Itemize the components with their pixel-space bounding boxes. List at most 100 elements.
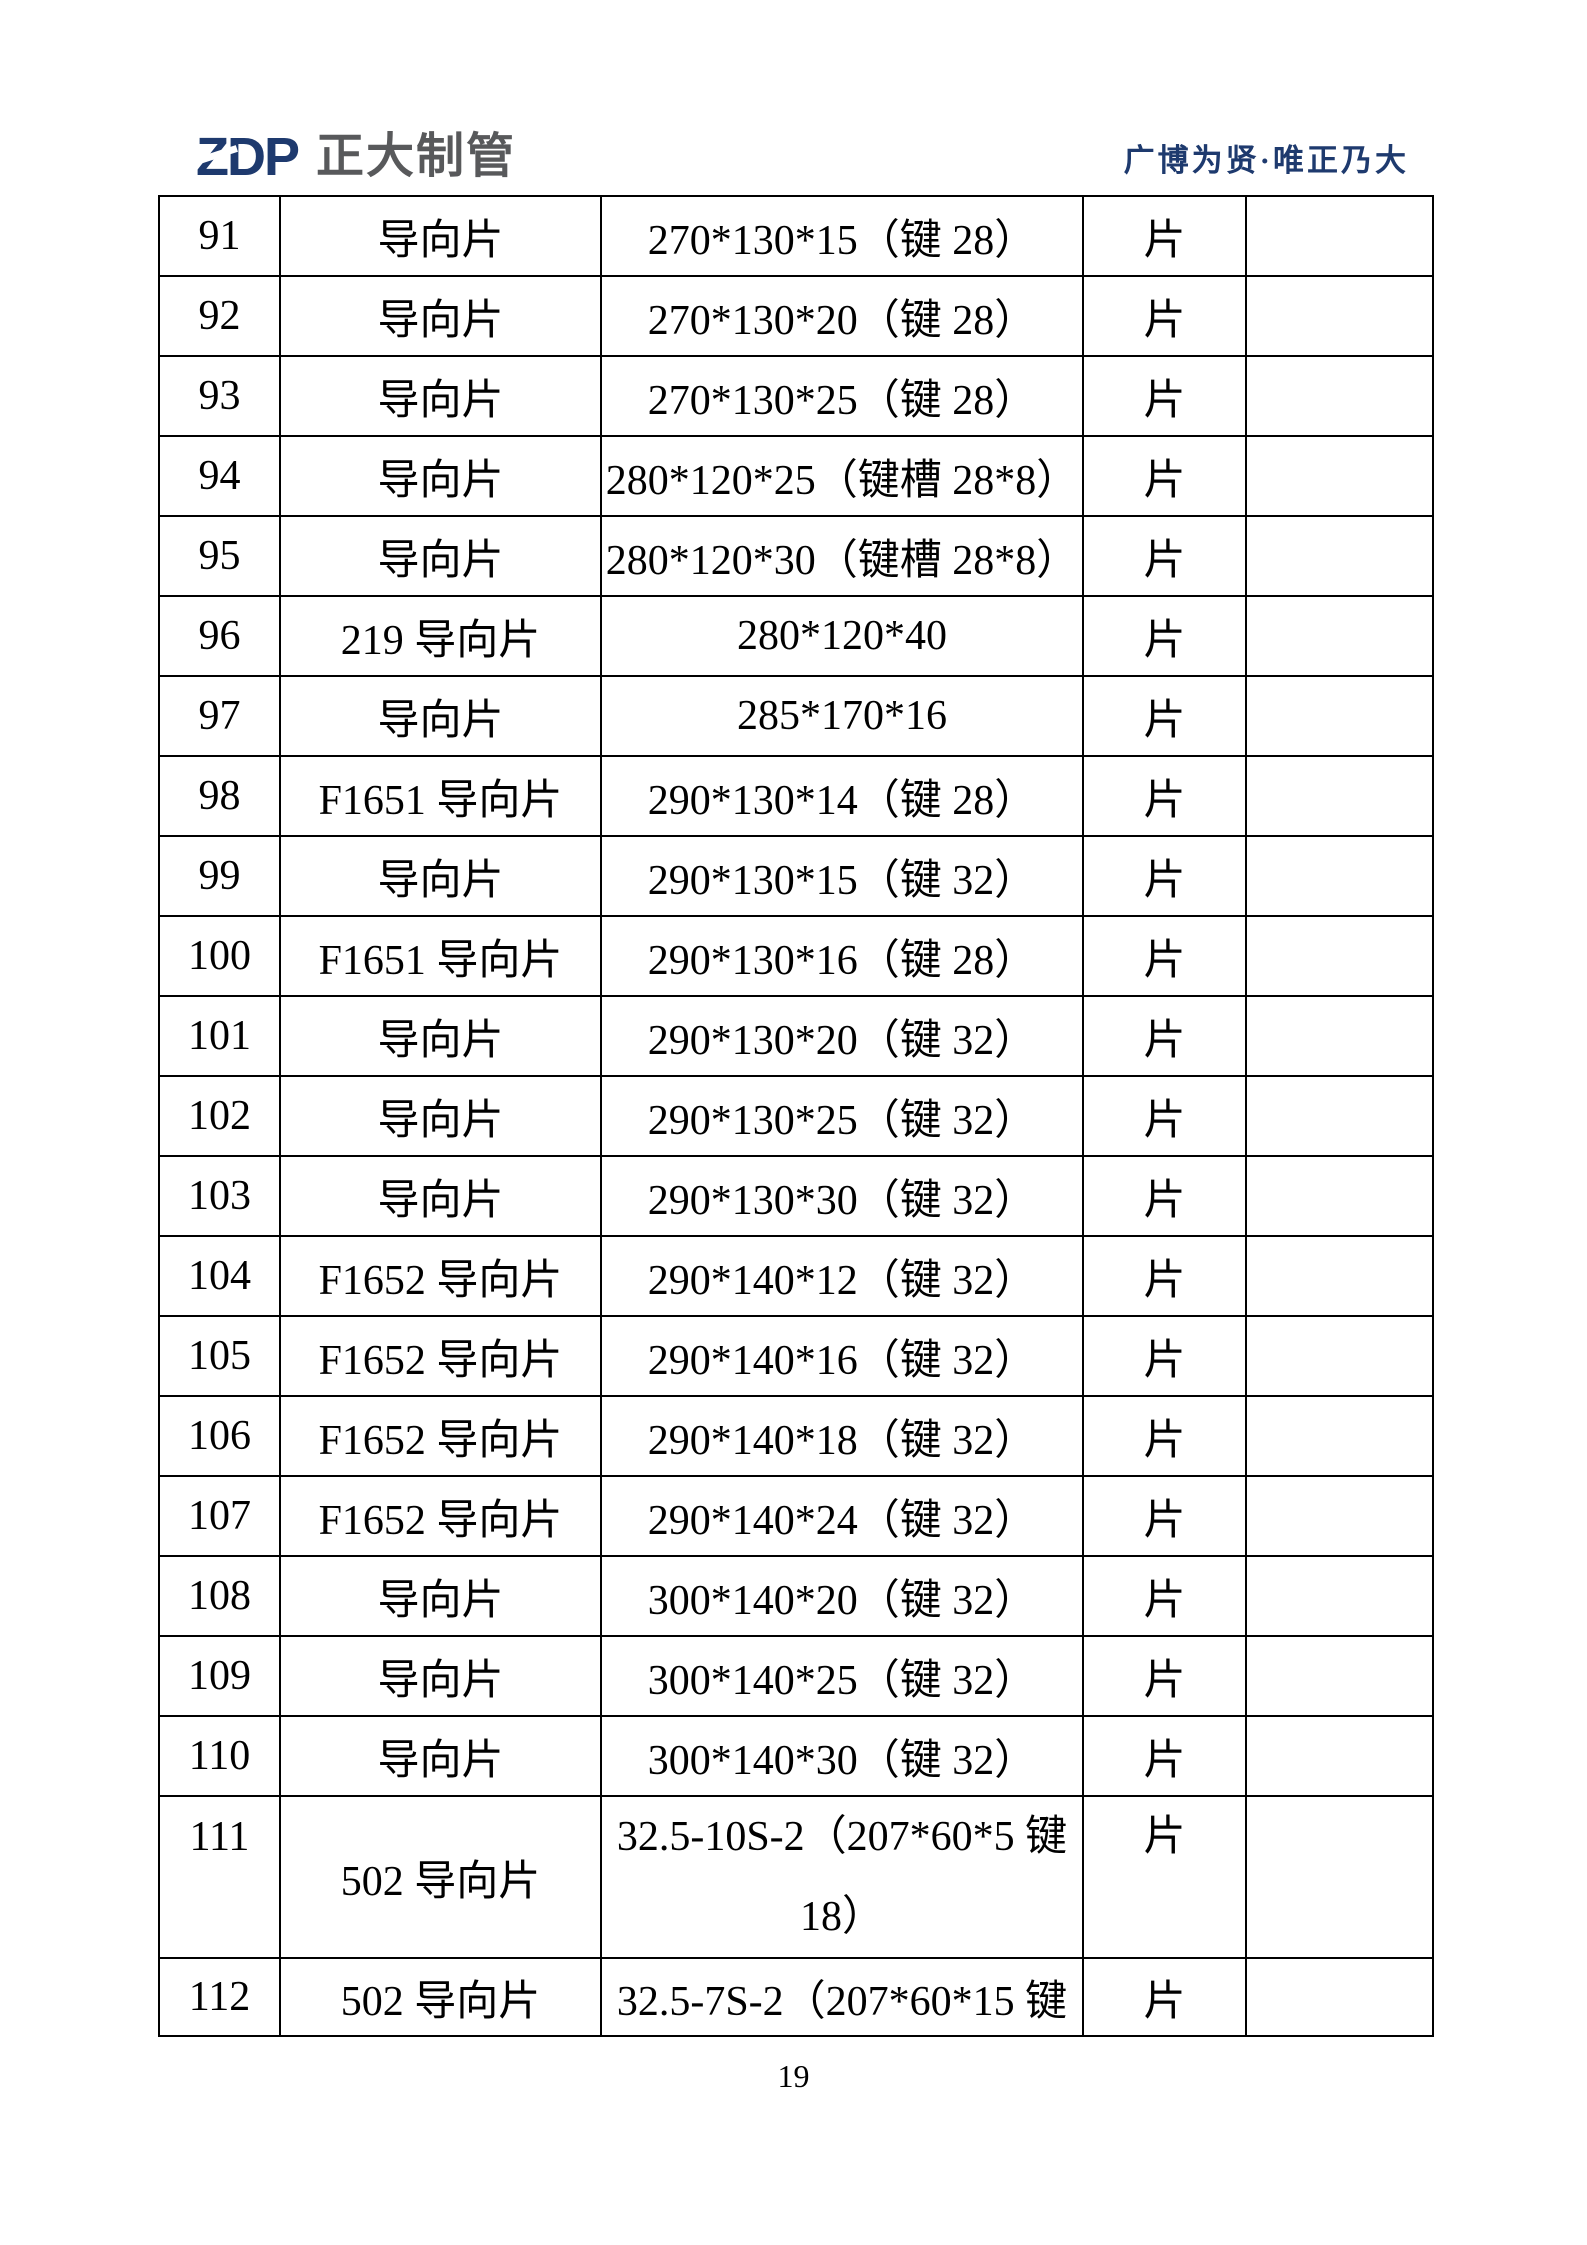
spec-cell: 290*130*30（键 32） <box>600 1155 1084 1237</box>
spec-cell: 270*130*15（键 28） <box>600 195 1084 277</box>
unit-cell: 片 <box>1082 1315 1247 1397</box>
item-name-cell: 导向片 <box>279 275 602 357</box>
spec-cell: 32.5-7S-2（207*60*15 键 <box>600 1957 1084 2037</box>
item-name-cell: F1652 导向片 <box>279 1235 602 1317</box>
item-name-cell: 导向片 <box>279 195 602 277</box>
spec-cell: 280*120*30（键槽 28*8） <box>600 515 1084 597</box>
row-no-cell: 111 <box>158 1795 281 1959</box>
table-row: 95 导向片 280*120*30（键槽 28*8） 片 <box>158 515 1434 597</box>
row-no-cell: 106 <box>158 1395 281 1477</box>
spec-cell: 300*140*25（键 32） <box>600 1635 1084 1717</box>
table-row: 110 导向片 300*140*30（键 32） 片 <box>158 1715 1434 1797</box>
table-row: 92 导向片 270*130*20（键 28） 片 <box>158 275 1434 357</box>
note-cell <box>1245 1395 1434 1477</box>
row-no-cell: 108 <box>158 1555 281 1637</box>
unit-cell: 片 <box>1082 435 1247 517</box>
item-name-cell: F1652 导向片 <box>279 1475 602 1557</box>
unit-cell: 片 <box>1082 1395 1247 1477</box>
note-cell <box>1245 1155 1434 1237</box>
item-name-cell: 导向片 <box>279 675 602 757</box>
item-name-cell: 导向片 <box>279 1555 602 1637</box>
item-name-cell: 导向片 <box>279 835 602 917</box>
row-no-cell: 99 <box>158 835 281 917</box>
table-row: 108 导向片 300*140*20（键 32） 片 <box>158 1555 1434 1637</box>
item-name-cell: 502 导向片 <box>279 1795 602 1959</box>
row-no-cell: 110 <box>158 1715 281 1797</box>
row-no-cell: 100 <box>158 915 281 997</box>
note-cell <box>1245 1475 1434 1557</box>
item-name-cell: 导向片 <box>279 1635 602 1717</box>
note-cell <box>1245 675 1434 757</box>
item-name-cell: F1652 导向片 <box>279 1315 602 1397</box>
table-row: 105 F1652 导向片 290*140*16（键 32） 片 <box>158 1315 1434 1397</box>
unit-cell: 片 <box>1082 1715 1247 1797</box>
row-no-cell: 103 <box>158 1155 281 1237</box>
table-row: 106 F1652 导向片 290*140*18（键 32） 片 <box>158 1395 1434 1477</box>
note-cell <box>1245 1795 1434 1959</box>
row-no-cell: 94 <box>158 435 281 517</box>
spec-cell: 280*120*40 <box>600 595 1084 677</box>
unit-cell: 片 <box>1082 675 1247 757</box>
table-row: 102 导向片 290*130*25（键 32） 片 <box>158 1075 1434 1157</box>
unit-cell: 片 <box>1082 275 1247 357</box>
note-cell <box>1245 1235 1434 1317</box>
note-cell <box>1245 355 1434 437</box>
note-cell <box>1245 195 1434 277</box>
note-cell <box>1245 995 1434 1077</box>
unit-cell: 片 <box>1082 915 1247 997</box>
spec-cell: 300*140*30（键 32） <box>600 1715 1084 1797</box>
table-row: 98 F1651 导向片 290*130*14（键 28） 片 <box>158 755 1434 837</box>
spec-cell: 290*130*15（键 32） <box>600 835 1084 917</box>
table-row: 100 F1651 导向片 290*130*16（键 28） 片 <box>158 915 1434 997</box>
spec-cell: 32.5-10S-2（207*60*5 键 18） <box>600 1795 1084 1959</box>
unit-cell: 片 <box>1082 1155 1247 1237</box>
table-row: 111 502 导向片 32.5-10S-2（207*60*5 键 18） 片 <box>158 1795 1434 1959</box>
spec-cell: 290*140*18（键 32） <box>600 1395 1084 1477</box>
company-logo: ZDP 正大制管 <box>192 130 517 184</box>
item-name-cell: F1651 导向片 <box>279 755 602 837</box>
table-row: 96 219 导向片 280*120*40 片 <box>158 595 1434 677</box>
spec-cell: 290*130*14（键 28） <box>600 755 1084 837</box>
row-no-cell: 102 <box>158 1075 281 1157</box>
note-cell <box>1245 1555 1434 1637</box>
note-cell <box>1245 275 1434 357</box>
table-row: 97 导向片 285*170*16 片 <box>158 675 1434 757</box>
item-name-cell: 导向片 <box>279 1155 602 1237</box>
note-cell <box>1245 1635 1434 1717</box>
item-name-cell: 导向片 <box>279 1715 602 1797</box>
item-name-cell: 导向片 <box>279 435 602 517</box>
table-row: 103 导向片 290*130*30（键 32） 片 <box>158 1155 1434 1237</box>
row-no-cell: 92 <box>158 275 281 357</box>
row-no-cell: 97 <box>158 675 281 757</box>
note-cell <box>1245 435 1434 517</box>
unit-cell: 片 <box>1082 755 1247 837</box>
spec-cell: 290*140*24（键 32） <box>600 1475 1084 1557</box>
unit-cell: 片 <box>1082 355 1247 437</box>
unit-cell: 片 <box>1082 1475 1247 1557</box>
spec-cell: 280*120*25（键槽 28*8） <box>600 435 1084 517</box>
logo-company-name: 正大制管 <box>316 130 517 183</box>
company-slogan: 广博为贤·唯正乃大 <box>1123 143 1409 178</box>
note-cell <box>1245 915 1434 997</box>
spec-cell: 270*130*20（键 28） <box>600 275 1084 357</box>
table-row: 94 导向片 280*120*25（键槽 28*8） 片 <box>158 435 1434 517</box>
unit-cell: 片 <box>1082 515 1247 597</box>
row-no-cell: 96 <box>158 595 281 677</box>
table-row: 109 导向片 300*140*25（键 32） 片 <box>158 1635 1434 1717</box>
unit-cell: 片 <box>1082 835 1247 917</box>
row-no-cell: 109 <box>158 1635 281 1717</box>
row-no-cell: 107 <box>158 1475 281 1557</box>
parts-table: 91 导向片 270*130*15（键 28） 片 92 导向片 270*130… <box>158 195 1434 2037</box>
spec-cell: 290*140*12（键 32） <box>600 1235 1084 1317</box>
row-no-cell: 104 <box>158 1235 281 1317</box>
item-name-cell: 导向片 <box>279 515 602 597</box>
logo-zdp-mark: ZDP <box>192 130 300 184</box>
note-cell <box>1245 835 1434 917</box>
unit-cell: 片 <box>1082 1795 1247 1959</box>
unit-cell: 片 <box>1082 1635 1247 1717</box>
item-name-cell: F1652 导向片 <box>279 1395 602 1477</box>
row-no-cell: 101 <box>158 995 281 1077</box>
spec-cell: 290*130*25（键 32） <box>600 1075 1084 1157</box>
table-row: 101 导向片 290*130*20（键 32） 片 <box>158 995 1434 1077</box>
